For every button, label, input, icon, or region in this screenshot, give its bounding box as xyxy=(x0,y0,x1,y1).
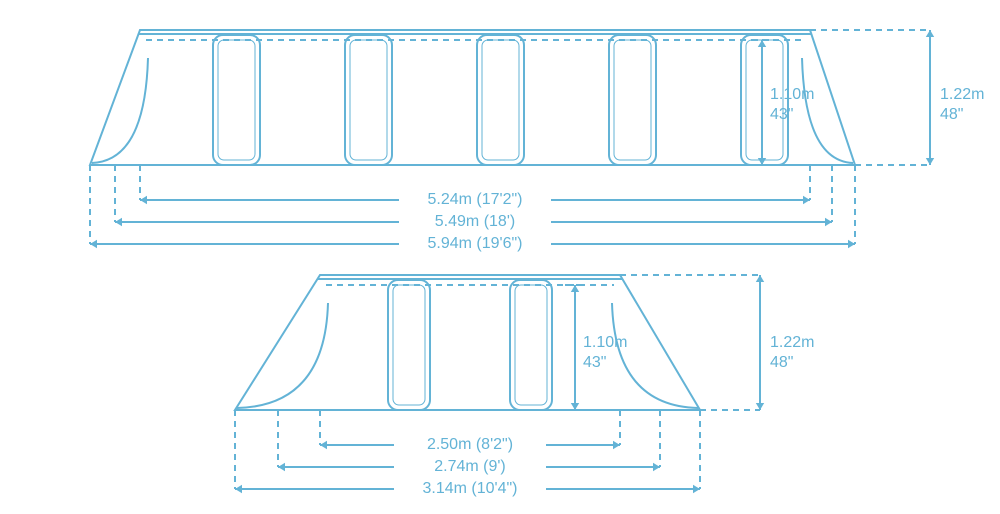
h-dim-label: 5.94m (19'6") xyxy=(428,235,523,252)
v-dim-m: 1.10m xyxy=(770,86,814,103)
v-dim-in: 43" xyxy=(583,354,606,371)
h-dim-label: 2.50m (8'2") xyxy=(427,436,513,453)
length-view: 5.24m (17'2") 5.49m (18') 5.94m (19'6") 1.1… xyxy=(90,30,984,252)
v-dim-in: 43" xyxy=(770,106,793,123)
h-dim-label: 3.14m (10'4") xyxy=(423,480,518,497)
v-dim-m: 1.10m xyxy=(583,334,627,351)
h-dim-label: 5.24m (17'2") xyxy=(428,191,523,208)
v-dim-m: 1.22m xyxy=(940,86,984,103)
v-dim-in: 48" xyxy=(770,354,793,371)
v-dim-in: 48" xyxy=(940,106,963,123)
h-dim-label: 5.49m (18') xyxy=(435,213,515,230)
width-view: 2.50m (8'2") 2.74m (9') 3.14m (10'4") 1.10m… xyxy=(235,275,814,497)
pool-dimension-diagram: 5.24m (17'2") 5.49m (18') 5.94m (19'6") 1.1… xyxy=(0,0,1000,509)
v-dim-m: 1.22m xyxy=(770,334,814,351)
h-dim-label: 2.74m (9') xyxy=(434,458,506,475)
